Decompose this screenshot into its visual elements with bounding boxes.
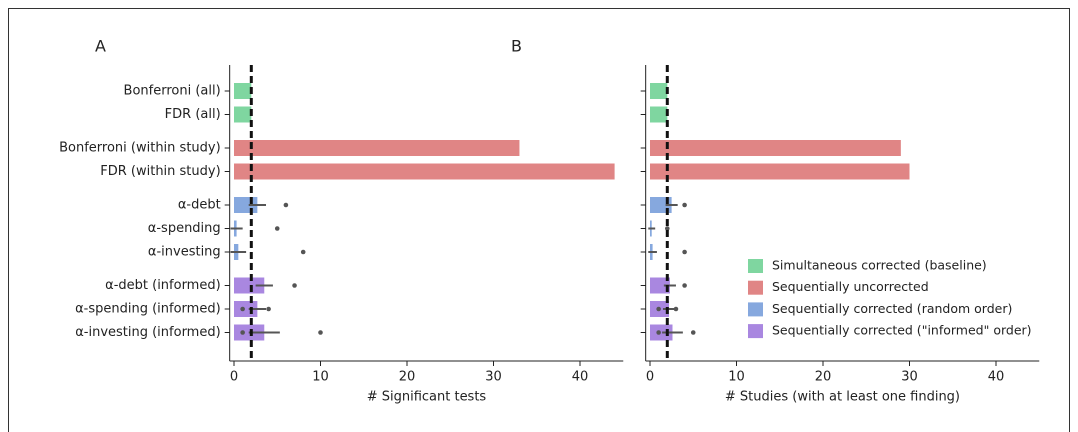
x-tick-label: 30	[485, 370, 502, 385]
y-tick-label: α-debt	[178, 198, 221, 213]
study-point	[240, 306, 245, 312]
y-tick-label: α-investing	[148, 245, 221, 260]
bar	[650, 83, 668, 99]
x-tick-label: 40	[572, 370, 589, 385]
y-tick-label: FDR (all)	[165, 107, 221, 122]
bar	[650, 106, 668, 123]
legend-label: Sequentially corrected ("informed" order…	[772, 323, 1032, 338]
panel-label: B	[511, 37, 522, 56]
legend-swatch	[748, 302, 763, 317]
legend-label: Simultaneous corrected (baseline)	[772, 258, 987, 273]
study-point	[240, 330, 245, 335]
x-tick-label: 0	[230, 370, 238, 385]
y-tick-label: α-spending	[148, 221, 221, 236]
bar	[234, 106, 252, 123]
x-tick-label: 30	[901, 370, 918, 385]
x-tick-label: 20	[815, 370, 832, 385]
x-axis-label: # Studies (with at least one finding)	[725, 390, 960, 405]
panel-label: A	[95, 37, 106, 56]
y-tick-label: α-debt (informed)	[105, 278, 221, 293]
y-tick-label: Bonferroni (all)	[124, 84, 221, 99]
study-point	[318, 330, 323, 335]
legend-label: Sequentially corrected (random order)	[772, 301, 1012, 316]
study-point	[292, 283, 297, 288]
x-tick-label: 10	[728, 370, 745, 385]
frame	[8, 8, 1070, 432]
bar	[234, 140, 520, 156]
bar	[234, 163, 615, 180]
study-point	[266, 306, 271, 312]
study-point	[690, 330, 696, 335]
bar	[650, 140, 901, 156]
study-point	[274, 226, 280, 231]
study-point	[682, 283, 687, 288]
x-tick-label: 20	[399, 370, 416, 385]
x-tick-label: 40	[988, 370, 1005, 385]
study-point	[682, 249, 687, 255]
legend-swatch	[748, 324, 763, 339]
study-point	[300, 249, 306, 255]
study-point	[656, 330, 661, 335]
bar	[234, 277, 265, 294]
x-axis-label: # Significant tests	[367, 390, 487, 405]
legend-swatch	[748, 259, 763, 273]
study-point	[682, 202, 687, 208]
legend-swatch	[748, 280, 763, 295]
y-tick-label: Bonferroni (within study)	[59, 141, 221, 156]
y-tick-label: α-spending (informed)	[75, 302, 221, 317]
bar	[650, 277, 670, 294]
y-tick-label: FDR (within study)	[100, 164, 220, 179]
x-tick-label: 10	[312, 370, 329, 385]
study-point	[673, 306, 679, 312]
legend-label: Sequentially uncorrected	[772, 279, 929, 294]
study-point	[283, 202, 289, 208]
bar	[234, 83, 252, 99]
study-point	[656, 306, 661, 312]
study-point	[665, 226, 670, 231]
bar	[650, 324, 673, 341]
y-tick-label: α-investing (informed)	[75, 325, 220, 340]
x-tick-label: 0	[646, 370, 654, 385]
bar	[650, 163, 910, 180]
